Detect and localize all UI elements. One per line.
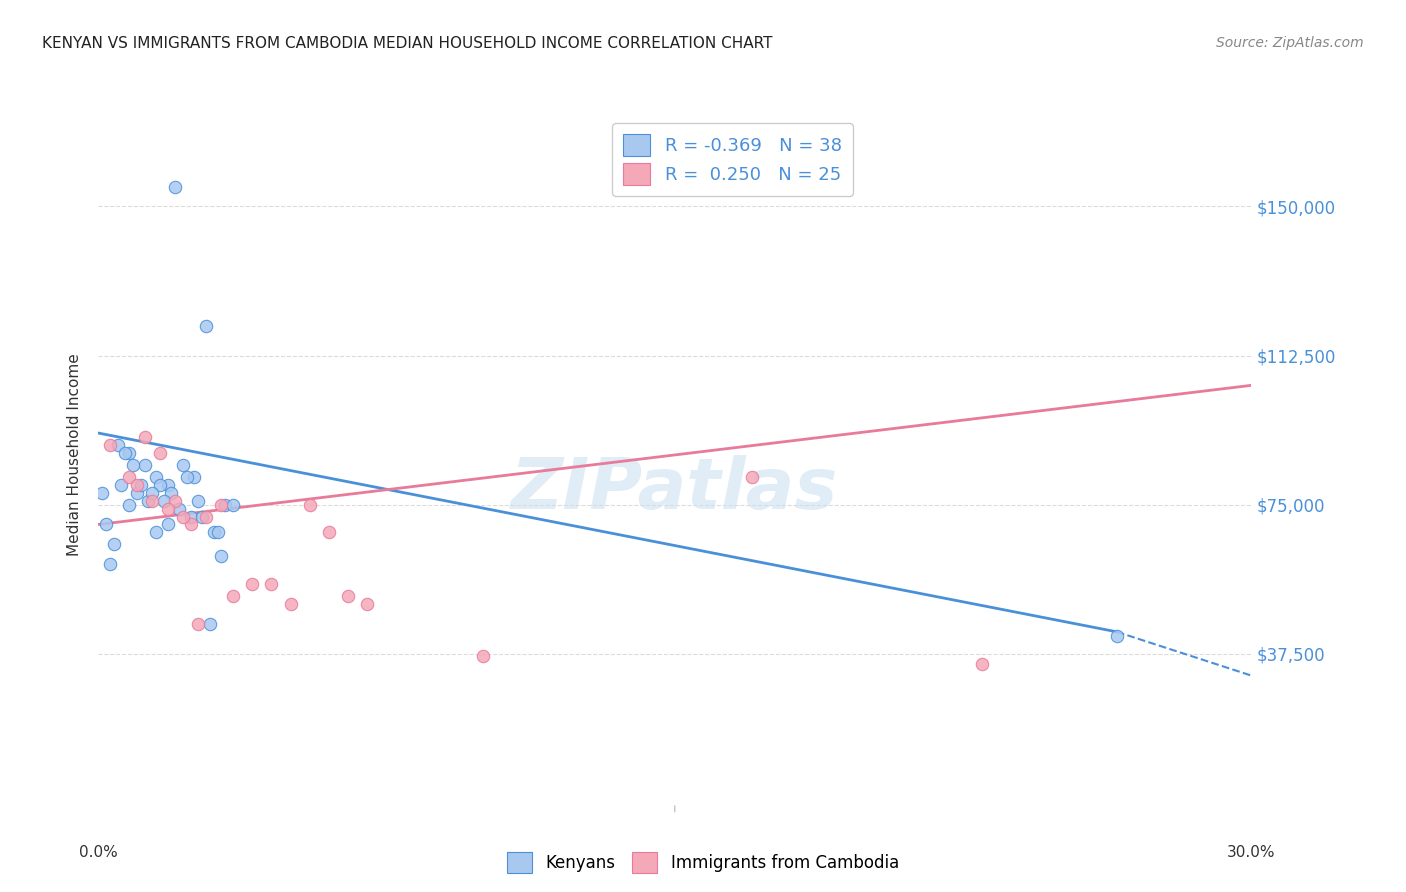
Point [141, 493, 163, 508]
Point [125, 485, 148, 500]
Point [191, 509, 214, 524]
Point [176, 470, 198, 484]
Point [972, 657, 994, 671]
Point [129, 477, 152, 491]
Text: ZIPatlas: ZIPatlas [512, 455, 838, 524]
Point [152, 493, 174, 508]
Point [149, 446, 172, 460]
Point [356, 597, 378, 611]
Point [107, 438, 129, 452]
Point [187, 616, 209, 631]
Point [110, 477, 132, 491]
Legend: Kenyans, Immigrants from Cambodia: Kenyans, Immigrants from Cambodia [501, 846, 905, 880]
Point [149, 477, 172, 491]
Point [156, 501, 179, 516]
Point [187, 493, 209, 508]
Legend: R = -0.369   N = 38, R =  0.250   N = 25: R = -0.369 N = 38, R = 0.250 N = 25 [613, 123, 852, 196]
Point [138, 493, 160, 508]
Point [214, 498, 236, 512]
Point [156, 517, 179, 532]
Point [180, 517, 202, 532]
Point [741, 470, 763, 484]
Point [280, 597, 302, 611]
Point [183, 470, 205, 484]
Point [125, 477, 148, 491]
Point [1105, 629, 1128, 643]
Point [222, 498, 245, 512]
Text: Source: ZipAtlas.com: Source: ZipAtlas.com [1216, 36, 1364, 50]
Point [198, 616, 221, 631]
Point [337, 589, 360, 603]
Point [260, 577, 283, 591]
Point [180, 509, 202, 524]
Point [209, 549, 232, 564]
Point [471, 648, 494, 663]
Text: 30.0%: 30.0% [1227, 845, 1275, 860]
Point [207, 525, 229, 540]
Point [167, 501, 190, 516]
Point [103, 537, 125, 551]
Point [118, 446, 141, 460]
Point [318, 525, 340, 540]
Text: 0.0%: 0.0% [79, 845, 118, 860]
Point [165, 493, 187, 508]
Point [145, 470, 167, 484]
Point [134, 430, 156, 444]
Point [202, 525, 225, 540]
Text: KENYAN VS IMMIGRANTS FROM CAMBODIA MEDIAN HOUSEHOLD INCOME CORRELATION CHART: KENYAN VS IMMIGRANTS FROM CAMBODIA MEDIA… [42, 36, 773, 51]
Point [165, 179, 187, 194]
Point [94, 517, 117, 532]
Point [98, 438, 121, 452]
Point [222, 589, 245, 603]
Point [172, 509, 194, 524]
Point [145, 525, 167, 540]
Point [114, 446, 136, 460]
Point [141, 485, 163, 500]
Point [134, 458, 156, 472]
Point [122, 458, 145, 472]
Point [664, 179, 686, 194]
Point [195, 318, 218, 333]
Point [118, 498, 141, 512]
Point [91, 485, 114, 500]
Y-axis label: Median Household Income: Median Household Income [67, 353, 83, 557]
Point [156, 477, 179, 491]
Point [240, 577, 263, 591]
Point [172, 458, 194, 472]
Point [118, 470, 141, 484]
Point [195, 509, 218, 524]
Point [209, 498, 232, 512]
Point [298, 498, 321, 512]
Point [160, 485, 183, 500]
Point [98, 558, 121, 572]
